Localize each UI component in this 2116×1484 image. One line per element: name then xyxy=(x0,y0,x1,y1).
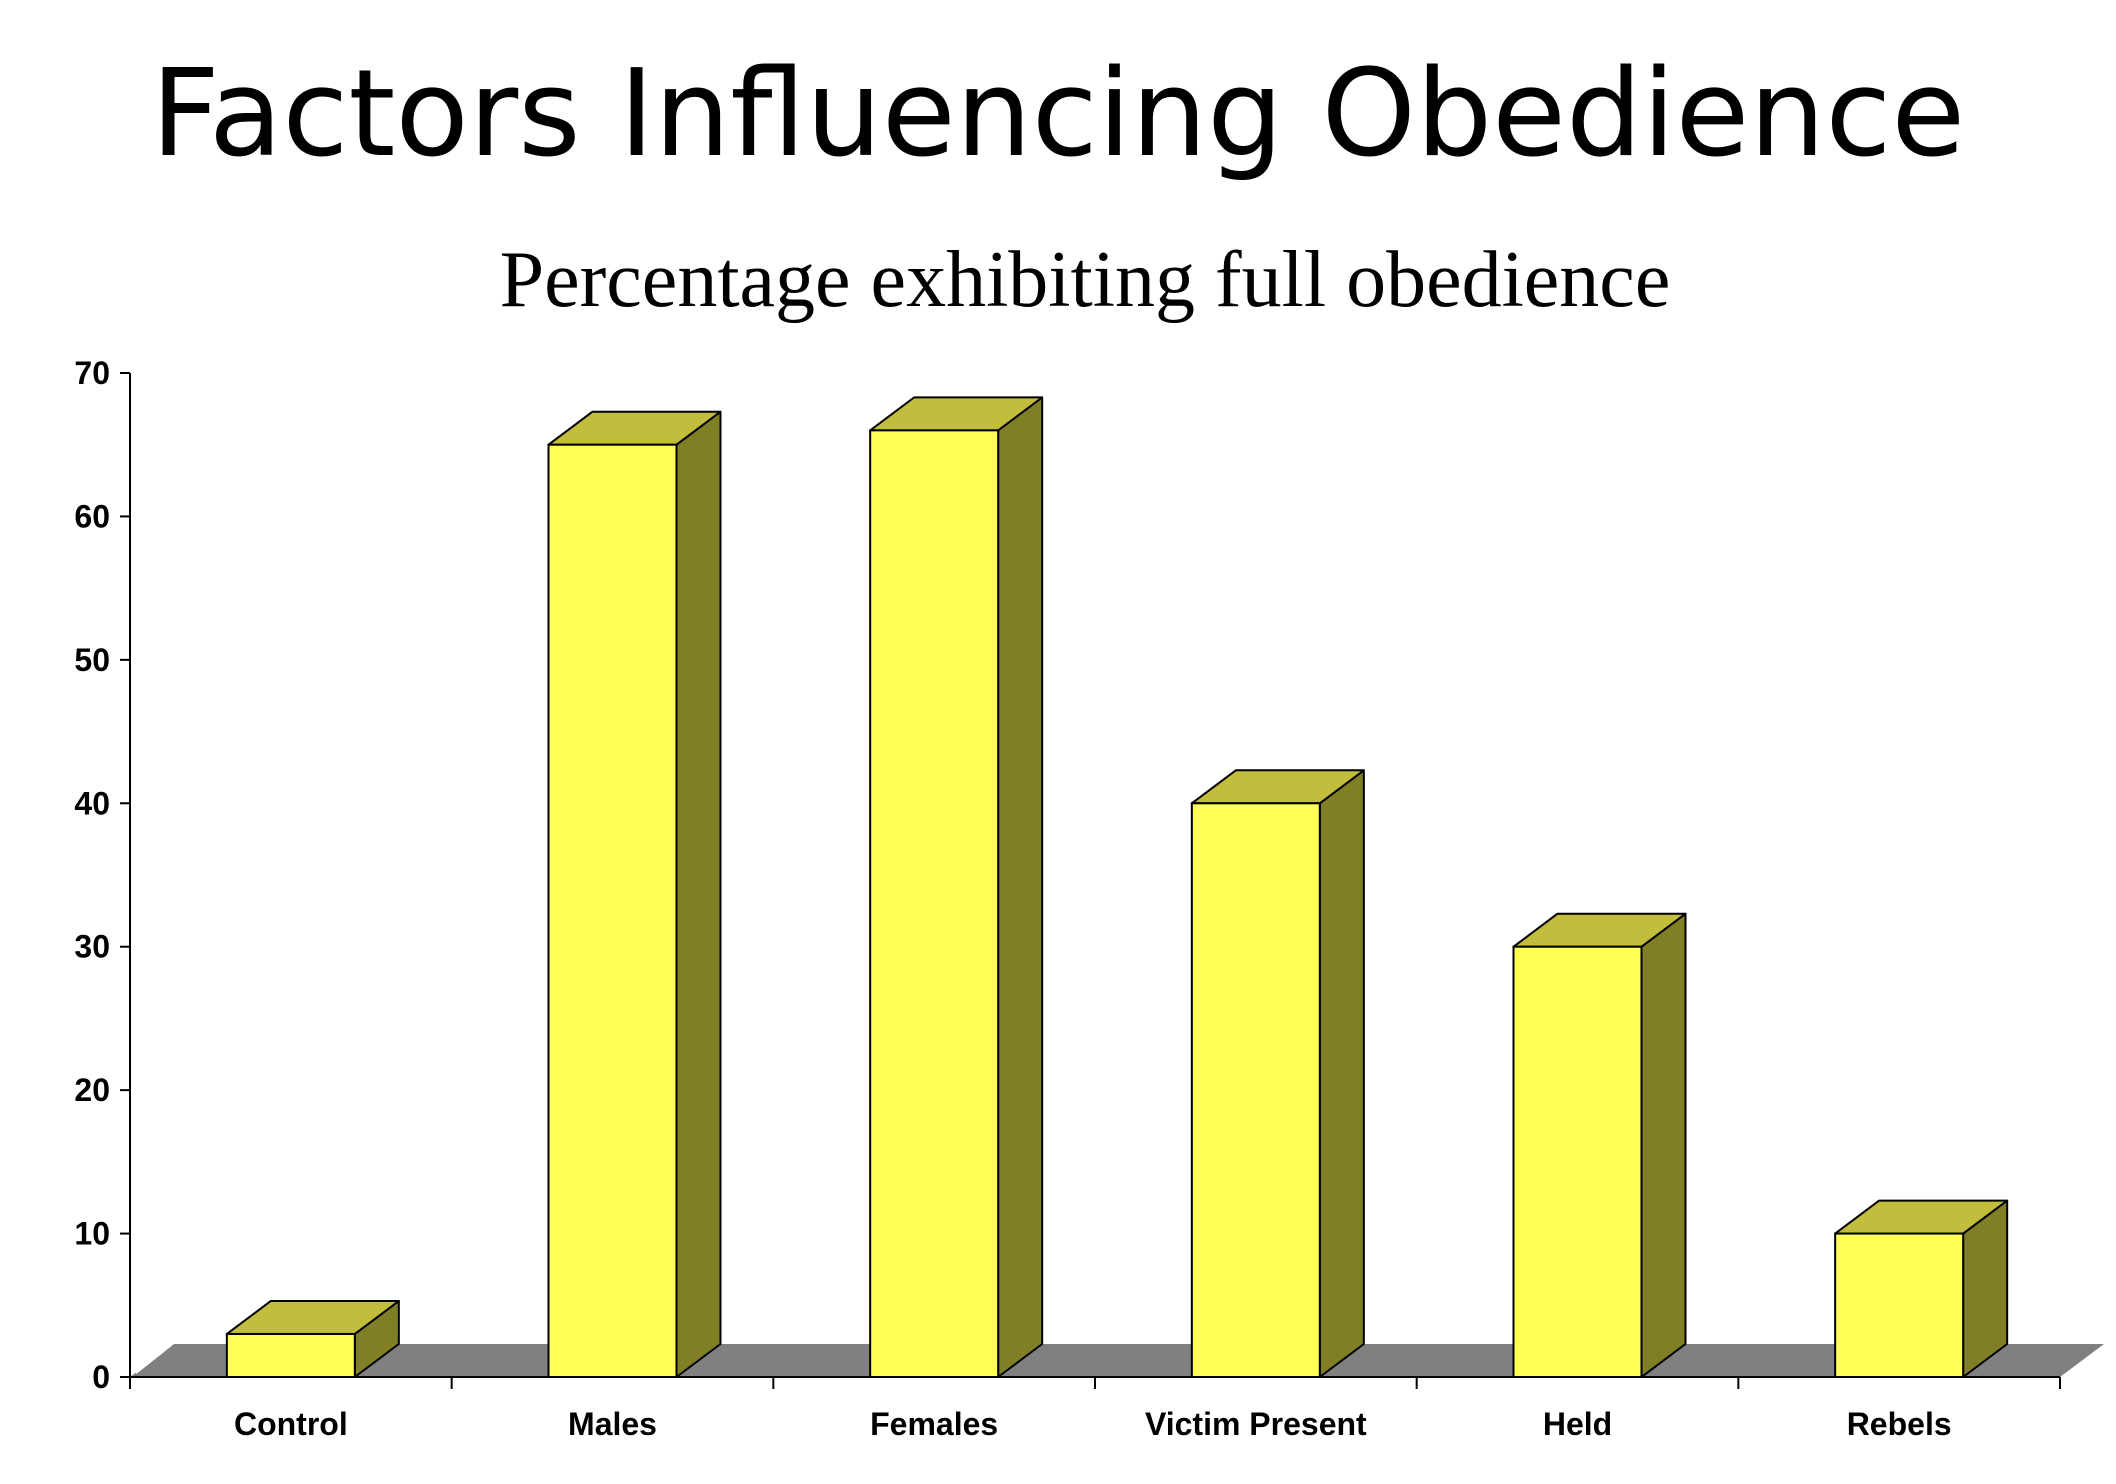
floor-highlight xyxy=(135,1345,171,1374)
y-tick-label: 10 xyxy=(74,1216,110,1252)
bar-rebels xyxy=(1834,1199,2009,1378)
y-tick-label: 50 xyxy=(74,642,110,678)
chart-title: Factors Influencing Obedience xyxy=(150,45,1966,184)
bar-front xyxy=(547,443,678,1378)
x-tick-label: Males xyxy=(568,1406,657,1442)
bar-front xyxy=(1190,802,1321,1378)
chart-subtitle: Percentage exhibiting full obedience xyxy=(499,236,1671,324)
bar-front xyxy=(225,1332,356,1379)
bar-side xyxy=(997,396,1044,1378)
bar-front xyxy=(1834,1232,1965,1378)
bar-males xyxy=(547,410,722,1378)
y-tick-label: 40 xyxy=(74,785,110,821)
bar-front xyxy=(869,429,1000,1379)
y-tick-label: 20 xyxy=(74,1072,110,1108)
x-tick-label: Held xyxy=(1543,1406,1612,1442)
y-tick-label: 60 xyxy=(74,498,110,534)
bar-females xyxy=(869,396,1044,1379)
bar-side xyxy=(675,410,722,1378)
bar-front xyxy=(1512,945,1643,1378)
bar-held xyxy=(1512,912,1687,1378)
bar-victim-present xyxy=(1190,769,1365,1378)
x-tick-label: Females xyxy=(870,1406,998,1442)
y-tick-label: 0 xyxy=(92,1359,110,1395)
x-tick-label: Victim Present xyxy=(1145,1406,1367,1442)
bar-side xyxy=(1318,769,1365,1378)
bar-side xyxy=(1640,912,1687,1378)
y-tick-label: 70 xyxy=(74,355,110,391)
bar-control xyxy=(225,1299,400,1379)
chart-floor xyxy=(130,1344,2104,1377)
x-tick-label: Control xyxy=(234,1406,348,1442)
x-tick-label: Rebels xyxy=(1847,1406,1952,1442)
y-tick-label: 30 xyxy=(74,929,110,965)
